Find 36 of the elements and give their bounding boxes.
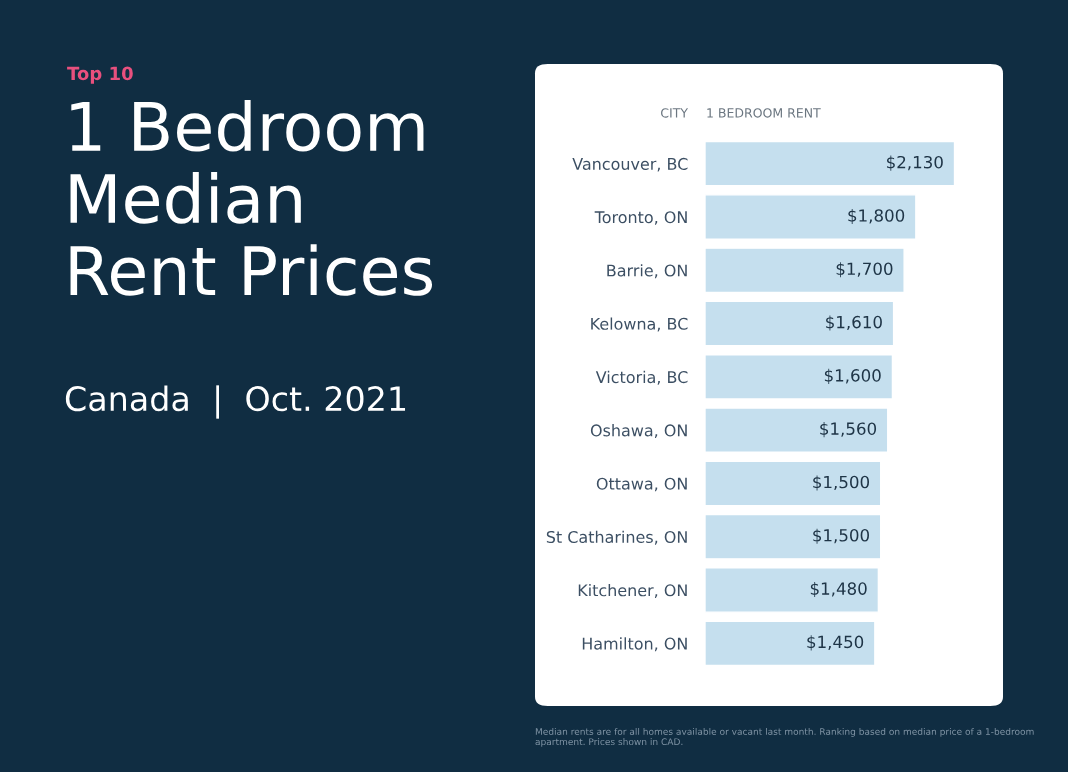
data-label: $1,500 [813,528,870,544]
bar [705,620,876,667]
bar [705,140,956,187]
chart-title: 1 Bedroom Median Rent Prices [70,100,433,296]
data-label: $1,700 [836,262,893,278]
data-label: $1,500 [813,475,870,491]
y-tick-label: Kitchener, ON [578,583,687,598]
bar [705,300,895,347]
bar [705,513,882,560]
data-label: $1,560 [820,422,877,438]
data-label: $1,800 [848,208,905,224]
y-tick-label: Oshawa, ON [590,424,687,439]
data-label: $1,480 [810,581,867,598]
y-tick-label: Vancouver, BC [572,157,688,172]
y-tick-label: Victoria, BC [595,370,688,385]
bar [705,194,917,240]
x-axis-title: 1 BEDROOM RENT [707,108,821,118]
bar [705,407,889,453]
text: Median rents are for all homes available or vacant last month. Ranking based on median price of a 1-bedroom apartment. Prices shown in CAD. [535,728,1034,747]
y-tick-label: St Catharines, ON [546,530,687,545]
y-axis-title: CITY [661,108,689,118]
bar [705,460,882,507]
text: Canada | Oct. 2021 [65,385,406,419]
text: Top 10 [67,66,133,84]
y-tick-label: Hamilton, ON [582,637,687,652]
bar [705,247,905,294]
data-label: $1,610 [826,315,882,331]
data-label: $2,130 [887,155,943,171]
y-tick-label: Toronto, ON [594,211,687,225]
bar [705,354,894,400]
data-label: $1,600 [824,368,881,384]
y-tick-label: Ottawa, ON [596,477,687,492]
y-tick-label: Kelowna, BC [591,317,688,332]
bar [705,567,880,613]
y-tick-label: Barrie, ON [607,264,687,279]
data-label: $1,450 [807,635,864,651]
